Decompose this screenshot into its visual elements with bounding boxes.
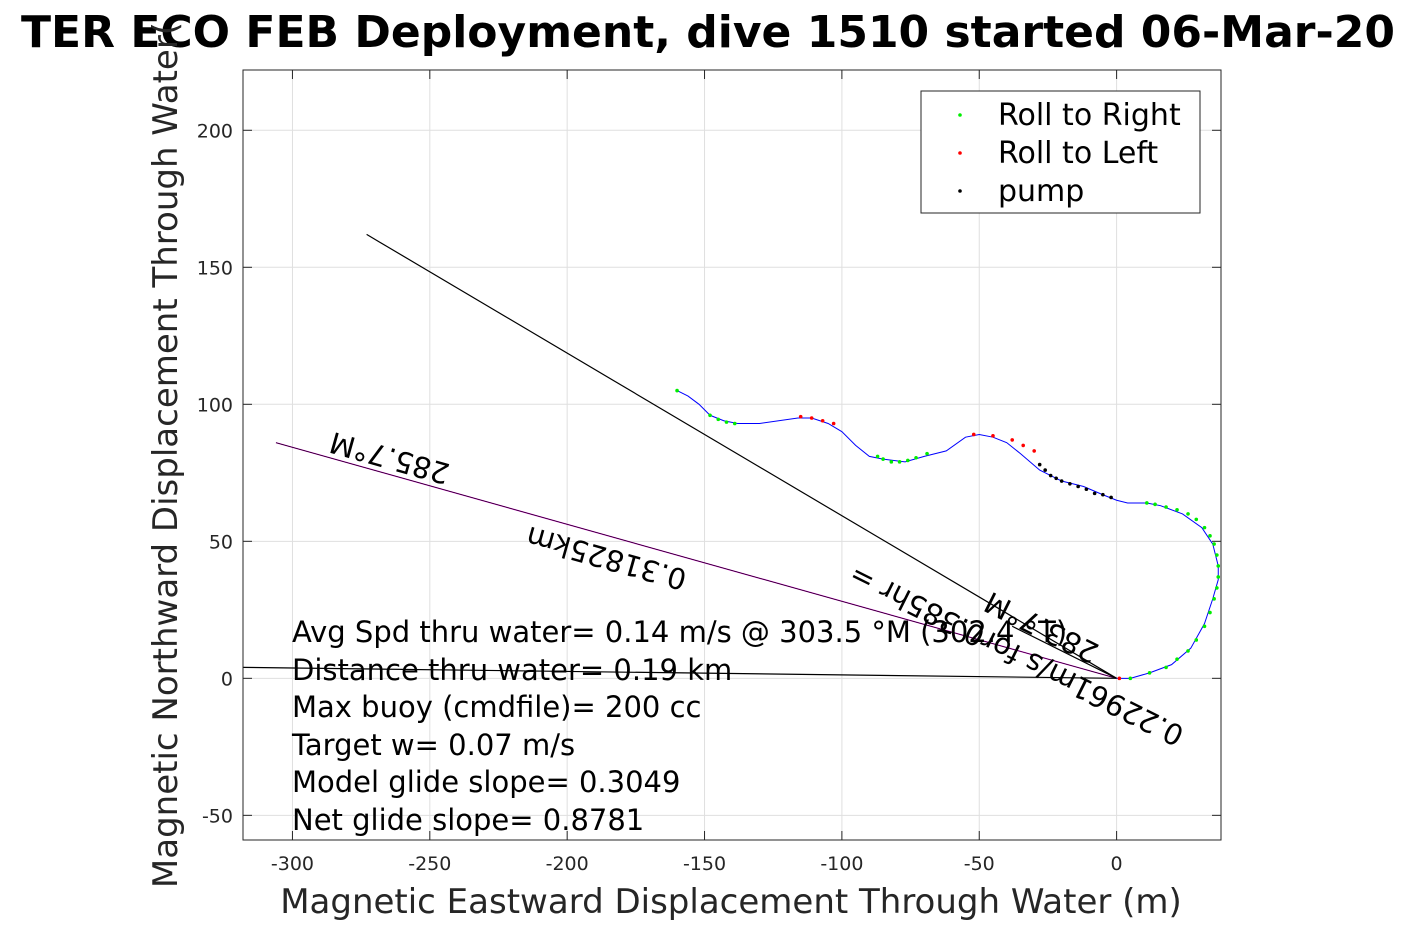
roll-right-point	[1215, 586, 1219, 590]
pump-point	[1048, 473, 1053, 478]
x-tick-label: 0	[1111, 853, 1123, 875]
x-tick-label: -50	[964, 853, 995, 875]
roll-right-point	[1208, 610, 1212, 615]
x-tick-label: -200	[546, 853, 589, 875]
vector-line-2	[366, 233, 1117, 679]
track-line	[676, 390, 1219, 679]
stat-distance: Distance thru water= 0.19 km	[292, 653, 732, 687]
legend-label-roll-right: Roll to Right	[998, 98, 1181, 133]
roll-right-point	[1194, 638, 1199, 642]
roll-right-point	[914, 455, 918, 460]
plot-content	[243, 233, 1221, 681]
grid-lines	[243, 70, 1221, 840]
roll-left-point	[831, 421, 836, 426]
roll-right-point	[1212, 542, 1216, 546]
roll-right-point	[889, 460, 894, 464]
roll-right-point	[675, 388, 679, 393]
roll-right-point	[1186, 512, 1190, 516]
roll-left-point	[991, 434, 995, 438]
pump-point	[1043, 468, 1047, 472]
vector-line-overlay	[275, 442, 1117, 679]
roll-left-point	[1010, 438, 1015, 442]
stat-target-w: Target w= 0.07 m/s	[291, 728, 575, 762]
pump-point	[1084, 487, 1089, 492]
roll-left-point	[820, 418, 825, 423]
x-axis-label: Magnetic Eastward Displacement Through W…	[280, 882, 1182, 922]
stat-avg-speed: Avg Spd thru water= 0.14 m/s @ 303.5 °M …	[292, 615, 1067, 649]
y-tick-label: 100	[197, 394, 233, 416]
pump-point	[1054, 476, 1058, 481]
pump-point	[1076, 484, 1080, 489]
legend-label-roll-left: Roll to Left	[998, 136, 1158, 171]
roll-left-point	[809, 416, 814, 420]
roll-right-point	[1208, 534, 1212, 538]
axes-box	[242, 69, 1222, 841]
roll-right-point	[1128, 676, 1133, 681]
roll-right-point	[1194, 517, 1199, 522]
roll-right-point	[875, 454, 880, 459]
roll-right-point	[1145, 501, 1149, 505]
pump-point	[1068, 481, 1072, 486]
roll-right-point	[1175, 508, 1179, 512]
legend-marker-roll-right	[958, 113, 962, 117]
stats-annotations: Avg Spd thru water= 0.14 m/s @ 303.5 °M …	[291, 615, 1067, 837]
roll-left-point	[971, 432, 976, 437]
vector-lines	[243, 233, 1117, 679]
track-path	[676, 390, 1219, 679]
pump-point	[1101, 492, 1105, 497]
roll-left-point	[1117, 676, 1122, 681]
roll-right-point	[1202, 525, 1207, 530]
roll-right-point	[708, 413, 712, 418]
vector-line-3	[243, 666, 1117, 679]
roll-left-point	[1021, 443, 1026, 448]
roll-right-point	[724, 420, 729, 424]
roll-right-point	[1175, 657, 1179, 661]
y-axis-label: Magnetic Northward Displacement Through …	[146, 22, 186, 888]
stat-max-buoy: Max buoy (cmdfile)= 200 cc	[292, 690, 701, 724]
roll-left-point	[798, 414, 803, 419]
legend: Roll to Right Roll to Left pump	[920, 90, 1201, 214]
pump-point	[1092, 491, 1097, 496]
roll-left-point	[1032, 449, 1036, 453]
roll-right-point	[1215, 553, 1219, 557]
roll-right-point	[1164, 665, 1168, 670]
roll-right-point	[716, 417, 721, 422]
legend-label-pump: pump	[998, 174, 1084, 209]
legend-box	[920, 90, 1201, 214]
roll-right-point	[1216, 564, 1221, 568]
stat-net-glide: Net glide slope= 0.8781	[292, 803, 644, 837]
roll-right-point	[1164, 505, 1168, 509]
legend-marker-roll-left	[958, 151, 962, 155]
roll-right-point	[732, 421, 737, 426]
x-tick-label: -100	[820, 853, 863, 875]
x-tick-label: -250	[408, 853, 451, 875]
roll-right-point	[1212, 597, 1216, 601]
vector-line-1	[1011, 625, 1117, 679]
roll-right-point	[906, 458, 910, 463]
track-markers	[675, 388, 1221, 681]
x-tick-label: -150	[683, 853, 726, 875]
y-tick-label: 0	[221, 668, 233, 690]
roll-right-point	[1147, 671, 1152, 675]
axis-ticks: -300 -250 -200 -150 -100 -50 0 -50 0 50 100 150 200	[197, 70, 1221, 875]
roll-right-point	[897, 460, 902, 464]
roll-right-point	[1216, 575, 1221, 579]
pump-point	[1037, 462, 1042, 467]
pump-point	[1059, 479, 1064, 483]
y-tick-label: 150	[197, 257, 233, 279]
legend-marker-pump	[958, 189, 962, 193]
roll-right-point	[1153, 502, 1157, 507]
y-tick-label: -50	[202, 805, 233, 827]
roll-right-point	[925, 451, 929, 456]
y-tick-label: 50	[209, 531, 233, 553]
y-tick-label: 200	[197, 120, 233, 142]
roll-right-point	[1186, 649, 1190, 653]
x-tick-label: -300	[271, 853, 314, 875]
roll-right-point	[1202, 624, 1207, 629]
pump-point	[1109, 495, 1113, 500]
chart-title: TER ECO FEB Deployment, dive 1510 starte…	[21, 7, 1395, 58]
stat-model-glide: Model glide slope= 0.3049	[292, 765, 680, 799]
roll-right-point	[881, 457, 885, 461]
